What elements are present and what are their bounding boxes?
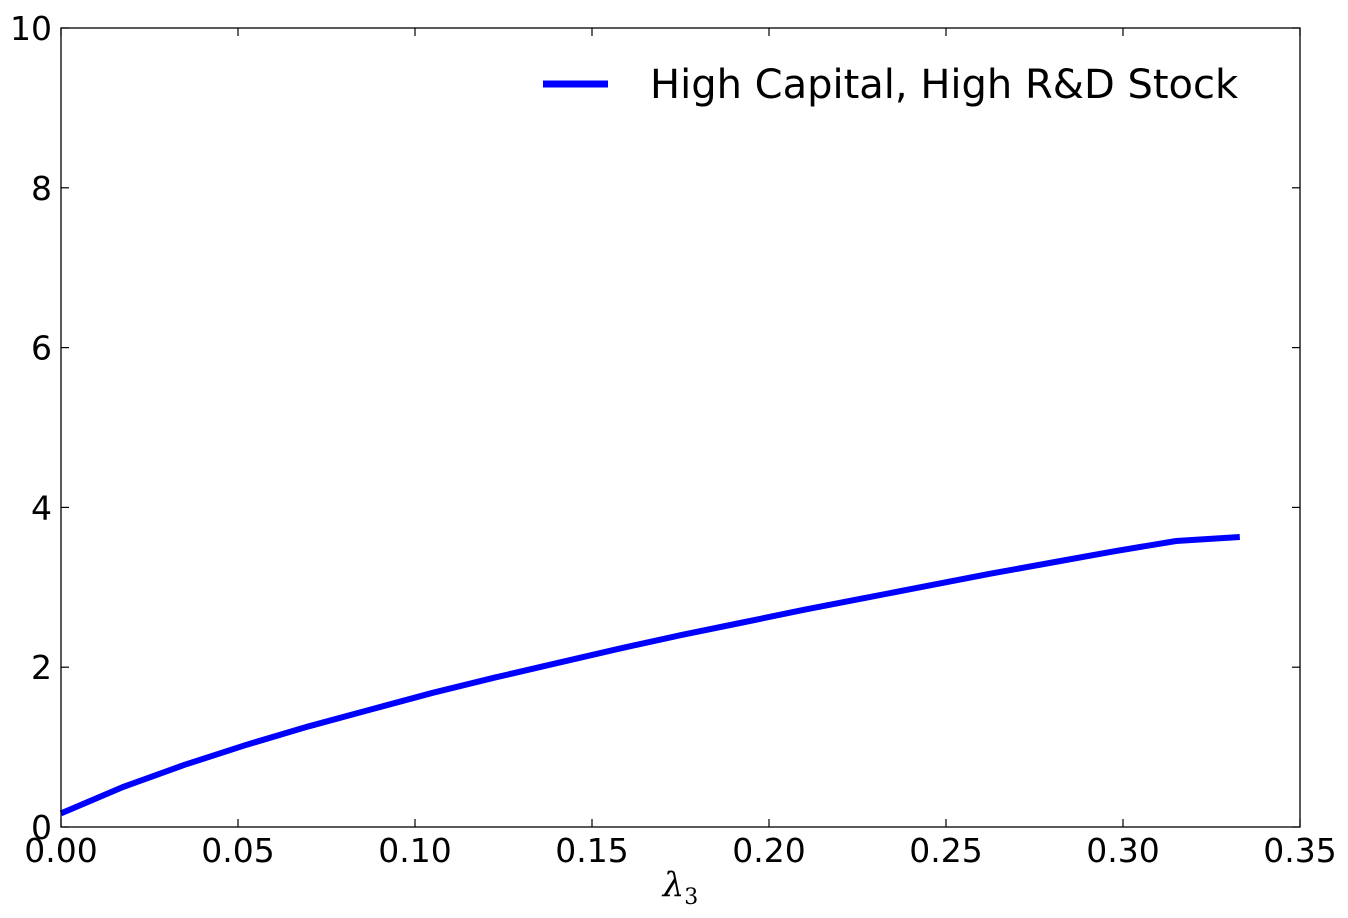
x-axis-label-subscript: 3	[684, 885, 698, 910]
legend-label: High Capital, High R&D Stock	[650, 62, 1239, 108]
ticks-layer	[60, 27, 1301, 828]
y-tick-label: 4	[31, 488, 52, 527]
x-tick-label: 0.35	[1263, 831, 1336, 870]
x-tick-label: 0.15	[555, 831, 628, 870]
series-layer	[59, 534, 1240, 817]
y-tick-label: 8	[31, 169, 52, 208]
x-tick-label: 0.10	[378, 831, 451, 870]
legend: High Capital, High R&D Stock	[543, 62, 1239, 108]
y-tick-label: 10	[10, 9, 52, 48]
y-tick-label: 2	[31, 648, 52, 687]
plot-area-frame	[60, 27, 1301, 828]
y-tick-label: 6	[31, 329, 52, 368]
x-tick-label: 0.05	[201, 831, 274, 870]
tick-labels-layer: 0.00 0.05 0.10 0.15 0.20 0.25 0.30 0.35 0 2 4 6 8 10	[10, 9, 1337, 870]
x-tick-label: 0.30	[1086, 831, 1159, 870]
x-tick-label: 0.00	[24, 831, 97, 870]
x-axis-label: λ3	[661, 865, 699, 910]
y-tick-label: 0	[31, 808, 52, 847]
x-tick-label: 0.25	[909, 831, 982, 870]
x-axis-label-main: λ	[661, 865, 685, 905]
x-tick-label: 0.20	[732, 831, 805, 870]
series-line	[59, 534, 1240, 817]
